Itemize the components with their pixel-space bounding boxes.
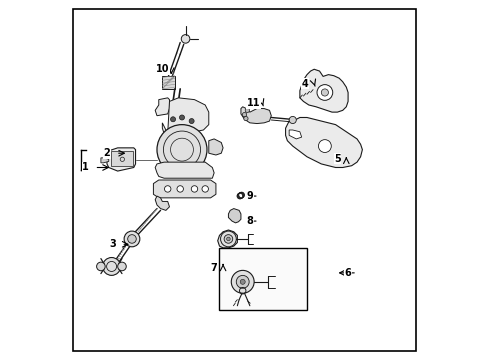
Circle shape: [288, 116, 296, 123]
Text: 7: 7: [210, 262, 217, 273]
Polygon shape: [162, 76, 175, 89]
Circle shape: [191, 186, 197, 192]
Polygon shape: [288, 130, 301, 139]
Polygon shape: [208, 139, 223, 155]
Circle shape: [220, 231, 236, 247]
Polygon shape: [162, 98, 208, 135]
Circle shape: [124, 231, 140, 247]
Text: 10: 10: [155, 64, 169, 74]
Circle shape: [118, 262, 126, 271]
Circle shape: [164, 186, 171, 192]
Text: 2: 2: [103, 148, 110, 158]
Circle shape: [127, 235, 136, 243]
Circle shape: [244, 116, 247, 121]
Circle shape: [102, 257, 121, 275]
Bar: [111, 152, 132, 166]
Polygon shape: [101, 158, 108, 163]
Text: 6: 6: [344, 268, 351, 278]
Polygon shape: [299, 69, 347, 112]
Text: 3: 3: [109, 239, 116, 249]
Bar: [219, 248, 306, 310]
Polygon shape: [217, 230, 237, 248]
Circle shape: [189, 118, 194, 123]
Circle shape: [321, 89, 328, 96]
Text: 11: 11: [246, 98, 260, 108]
Circle shape: [177, 186, 183, 192]
Text: 1: 1: [82, 162, 89, 172]
Text: 8: 8: [246, 216, 253, 226]
Circle shape: [240, 279, 244, 284]
Polygon shape: [153, 180, 216, 198]
Circle shape: [242, 112, 246, 117]
Polygon shape: [285, 117, 362, 167]
Polygon shape: [241, 107, 271, 123]
Circle shape: [170, 117, 175, 122]
Text: 9: 9: [246, 191, 253, 201]
Circle shape: [316, 85, 332, 100]
Circle shape: [231, 270, 254, 293]
Polygon shape: [228, 208, 241, 223]
Circle shape: [181, 35, 189, 43]
Circle shape: [244, 108, 249, 112]
Circle shape: [224, 235, 232, 243]
Circle shape: [236, 275, 248, 288]
Circle shape: [226, 237, 230, 241]
Circle shape: [318, 140, 331, 153]
Circle shape: [179, 115, 184, 120]
Text: 5: 5: [333, 154, 340, 163]
Text: 4: 4: [301, 78, 308, 89]
Circle shape: [157, 125, 206, 175]
Polygon shape: [155, 162, 214, 178]
Circle shape: [202, 186, 208, 192]
Polygon shape: [107, 148, 135, 171]
Circle shape: [97, 262, 105, 271]
Polygon shape: [155, 196, 169, 210]
Polygon shape: [155, 98, 169, 116]
